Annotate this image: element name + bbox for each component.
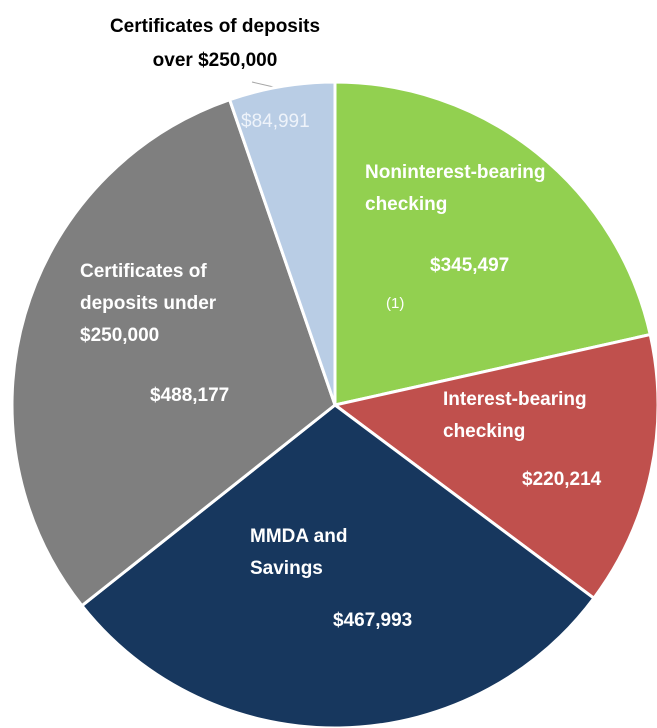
value-label: $488,177 xyxy=(150,385,230,406)
pie-slice xyxy=(10,97,337,608)
pie-slice xyxy=(333,80,653,407)
slice-label: Certificates of deposits under $250,000 xyxy=(80,261,217,346)
slice-label: Certificates of deposits over $250,000 xyxy=(109,16,321,71)
pie-slice xyxy=(331,332,657,601)
value-label: $467,993 xyxy=(333,610,413,631)
value-label: $220,214 xyxy=(522,469,602,490)
value-label: $345,497 xyxy=(430,255,510,276)
pie-slice xyxy=(227,80,337,406)
slice-label: Interest-bearing checking xyxy=(443,389,587,442)
annotation: (1) xyxy=(386,295,405,312)
slice-label: MMDA and Savings xyxy=(250,526,348,579)
slice-label: Noninterest-bearing checking xyxy=(365,162,546,215)
value-label: $84,991 xyxy=(241,111,310,132)
